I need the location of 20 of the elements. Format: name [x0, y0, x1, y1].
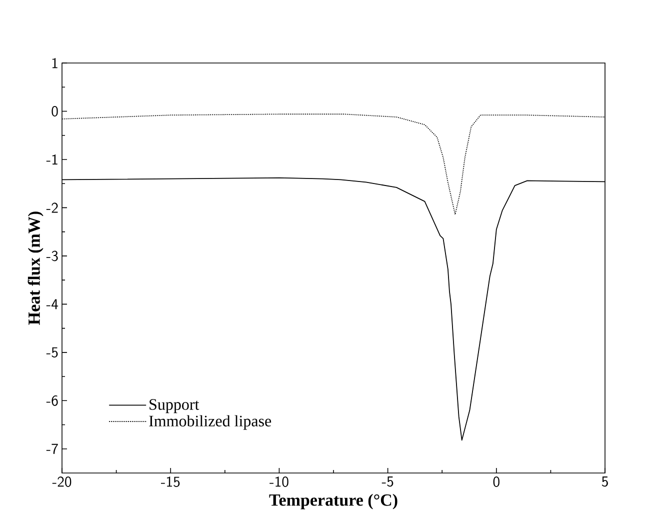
x-tick-label: -5 [382, 476, 394, 487]
y-tick-label: 1 [52, 58, 58, 68]
y-tick-label: -1 [46, 154, 58, 165]
x-tick-label: -10 [270, 476, 288, 487]
x-tick-label: -20 [52, 476, 72, 487]
x-axis-title: Temperature (°C) [269, 494, 398, 510]
y-tick-label: -7 [46, 444, 58, 454]
y-tick-label: -2 [46, 202, 58, 213]
y-tick-label: -5 [46, 347, 58, 358]
legend-label: Support [150, 399, 200, 414]
y-tick-label: -6 [46, 395, 58, 406]
legend-label: Immobilized lipase [149, 415, 272, 430]
y-tick-label: -3 [46, 250, 58, 262]
x-tick-label: 5 [602, 476, 608, 487]
line-series [62, 114, 606, 215]
y-axis-title: Heat flux (mW) [28, 212, 44, 325]
y-tick-label: 0 [52, 106, 58, 116]
x-tick-label: 0 [493, 476, 500, 487]
y-tick-label: -4 [46, 299, 58, 310]
x-tick-label: -15 [160, 476, 180, 487]
